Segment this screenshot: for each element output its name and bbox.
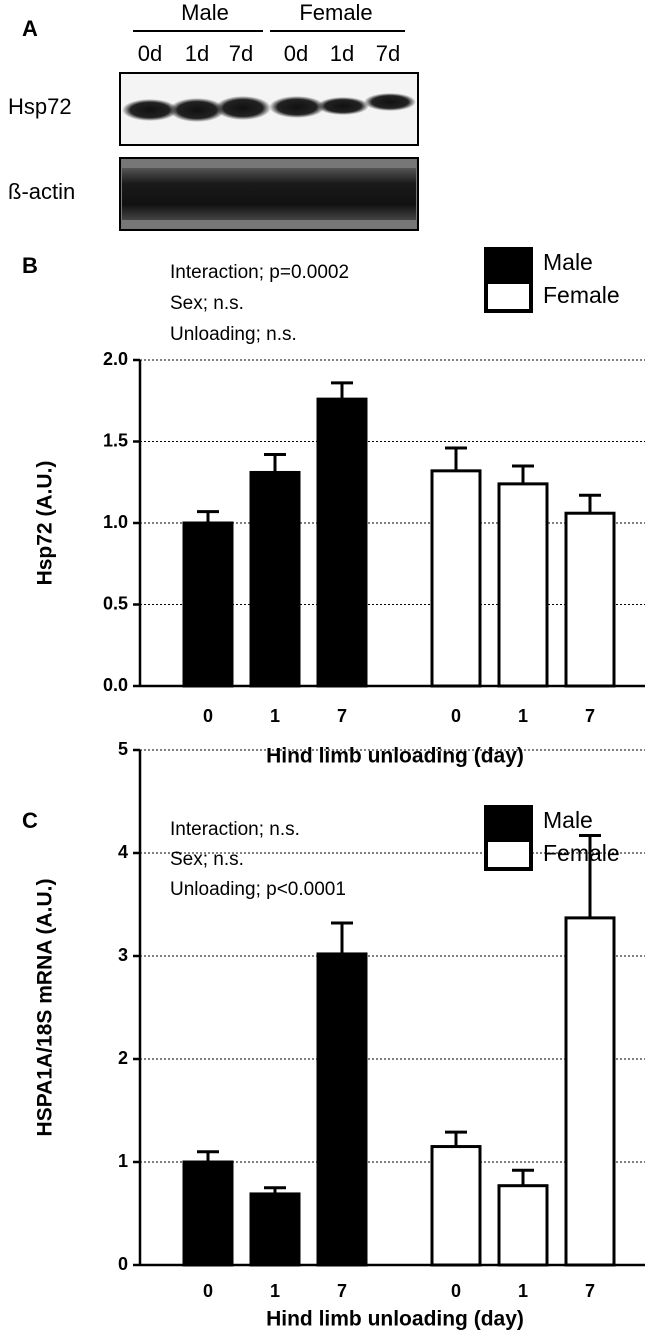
bar (497, 1184, 549, 1267)
blot-actin (119, 157, 419, 231)
annotation: Unloading; p<0.0001 (170, 879, 346, 900)
bar (249, 470, 301, 688)
y-tick-label: 0 (118, 1254, 128, 1274)
x-tick-label: 1 (270, 706, 280, 726)
bar (430, 1145, 482, 1267)
x-tick-label: 0 (451, 706, 461, 726)
bar (182, 521, 234, 688)
y-tick-label: 0.0 (103, 675, 128, 695)
group-label: Female (299, 0, 372, 25)
bar (316, 952, 368, 1267)
y-tick-label: 2.0 (103, 349, 128, 369)
y-axis-title: Hsp72 (A.U.) (34, 461, 57, 586)
x-tick-label: 0 (451, 1281, 461, 1301)
x-tick-label: 7 (337, 706, 347, 726)
lane-label: 1d (330, 41, 354, 66)
group-label: Male (181, 0, 229, 25)
legend-swatch (484, 838, 533, 871)
legend-label: Female (543, 840, 620, 866)
legend-swatch (484, 280, 533, 313)
y-tick-label: 1 (118, 1151, 128, 1171)
annotation: Interaction; n.s. (170, 819, 300, 840)
y-tick-label: 1.0 (103, 512, 128, 532)
x-axis-title: Hind limb unloading (day) (266, 745, 524, 768)
annotation: Interaction; p=0.0002 (170, 262, 349, 283)
blot-hsp72 (119, 72, 419, 146)
x-tick-label: 7 (337, 1281, 347, 1301)
panel-label: A (22, 16, 38, 41)
y-tick-label: 5 (118, 739, 128, 759)
panel-label: C (22, 808, 38, 833)
lane-label: 1d (185, 41, 209, 66)
x-tick-label: 7 (585, 706, 595, 726)
legend-label: Male (543, 807, 593, 833)
lane-label: 7d (376, 41, 400, 66)
lane-label: 0d (138, 41, 162, 66)
y-tick-label: 2 (118, 1048, 128, 1068)
lane-label: 7d (229, 41, 253, 66)
y-tick-label: 3 (118, 945, 128, 965)
bar (249, 1192, 301, 1267)
x-tick-label: 1 (518, 1281, 528, 1301)
bar (564, 916, 616, 1267)
x-tick-label: 1 (518, 706, 528, 726)
y-tick-label: 1.5 (103, 430, 128, 450)
blot-row-label: ß-actin (8, 179, 75, 204)
bar (316, 397, 368, 688)
blot-row-label: Hsp72 (8, 94, 72, 119)
x-tick-label: 0 (203, 1281, 213, 1301)
lane-label: 0d (284, 41, 308, 66)
x-tick-label: 0 (203, 706, 213, 726)
legend-swatch (484, 805, 533, 838)
x-tick-label: 1 (270, 1281, 280, 1301)
bar (430, 469, 482, 688)
y-tick-label: 4 (118, 842, 128, 862)
y-axis-title: HSPA1A/18S mRNA (A.U.) (34, 879, 57, 1137)
panel-label: B (22, 253, 38, 278)
legend-label: Male (543, 249, 593, 275)
annotation: Unloading; n.s. (170, 324, 297, 345)
legend-swatch (484, 247, 533, 280)
annotation: Sex; n.s. (170, 293, 244, 314)
legend-label: Female (543, 282, 620, 308)
x-tick-label: 7 (585, 1281, 595, 1301)
annotation: Sex; n.s. (170, 849, 244, 870)
bar (182, 1160, 234, 1267)
bar (497, 482, 549, 688)
x-axis-title: Hind limb unloading (day) (266, 1308, 524, 1331)
bar (564, 511, 616, 688)
y-tick-label: 0.5 (103, 593, 128, 613)
